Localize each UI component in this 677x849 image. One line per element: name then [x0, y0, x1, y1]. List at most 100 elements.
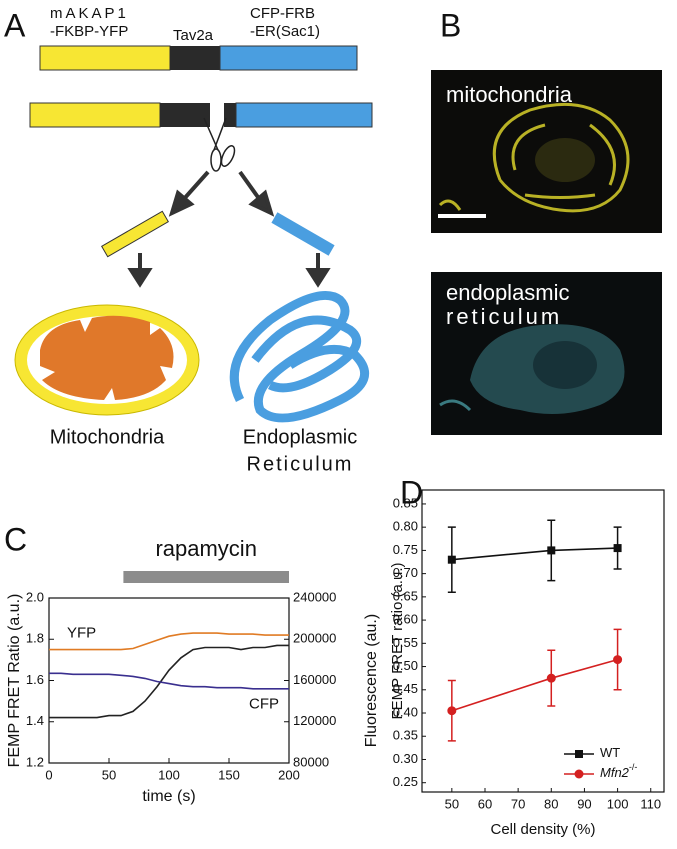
construct-label: -ER(Sac1) — [250, 23, 320, 40]
y-tick-label: 1.8 — [26, 631, 44, 646]
x-tick-label: 50 — [102, 767, 116, 782]
y-tick-label: 0.50 — [393, 658, 418, 673]
x-tick-label: 100 — [158, 767, 180, 782]
y-tick-label: 0.85 — [393, 495, 418, 510]
construct-label: mAKAP1 — [50, 5, 129, 22]
x-tick-label: 100 — [607, 796, 629, 811]
construct-label: Tav2a — [173, 27, 214, 44]
y-tick-label: 0.60 — [393, 612, 418, 627]
legend-marker — [575, 750, 583, 758]
y-tick-label: 0.75 — [393, 542, 418, 557]
yfp-block — [39, 45, 171, 71]
legend-label: WT — [600, 745, 620, 760]
image-label: reticulum — [446, 304, 562, 329]
mito-signal — [438, 102, 630, 213]
y2-tick-label: 240000 — [293, 589, 336, 604]
x-axis-label: Cell density (%) — [490, 821, 595, 838]
annotation: rapamycin — [155, 536, 256, 561]
target-label: Endoplasmic — [243, 426, 358, 448]
nucleus — [533, 341, 597, 389]
mitochondrion-matrix — [40, 315, 174, 400]
data-line — [451, 547, 618, 561]
cfp-block — [235, 102, 373, 128]
y-tick-label: 0.80 — [393, 519, 418, 534]
tav2a-block — [170, 46, 220, 70]
y-tick-label: 0.30 — [393, 751, 418, 766]
point — [547, 546, 556, 555]
panel-b: B mitochondria endoplasmic reticulum — [431, 7, 662, 435]
data-line — [49, 672, 289, 690]
y-tick-label: 0.40 — [393, 704, 418, 719]
panel-label: C — [4, 521, 27, 557]
legend-label: Mfn2-/- — [600, 762, 637, 780]
y-tick-label: 1.6 — [26, 672, 44, 687]
y-tick-label: 0.45 — [393, 681, 418, 696]
legend-name: Mfn2 — [600, 765, 630, 780]
point — [613, 655, 623, 665]
y2-tick-label: 120000 — [293, 713, 336, 728]
y-tick-label: 0.65 — [393, 588, 418, 603]
y-tick-label: 1.4 — [26, 713, 44, 728]
data-line — [451, 658, 618, 712]
legend-item: WT — [564, 745, 620, 760]
x-tick-label: 70 — [511, 796, 525, 811]
panel-label: A — [4, 7, 26, 43]
target-label: Mitochondria — [50, 426, 165, 448]
er-shape — [229, 291, 369, 423]
x-tick-label: 200 — [278, 767, 300, 782]
y-tick-label: 0.35 — [393, 728, 418, 743]
y2-axis-label: Fluorescence (au.) — [363, 614, 380, 747]
panel-label: B — [440, 7, 461, 43]
x-tick-label: 60 — [478, 796, 492, 811]
legend-superscript: -/- — [629, 762, 638, 772]
construct-label: -FKBP-YFP — [50, 23, 128, 40]
data-line — [49, 644, 289, 719]
point — [613, 544, 622, 553]
scissors — [203, 117, 236, 172]
target-label: Reticulum — [247, 453, 354, 475]
y-tick-label: 2.0 — [26, 589, 44, 604]
series-label: CFP — [249, 696, 279, 713]
yfp-fragment — [101, 210, 169, 258]
point — [447, 555, 456, 564]
y2-tick-label: 200000 — [293, 631, 336, 646]
tav2a-block — [224, 103, 236, 127]
cfp-block — [219, 45, 358, 71]
x-axis-label: time (s) — [142, 788, 195, 805]
x-tick-label: 90 — [577, 796, 591, 811]
legend-marker — [574, 769, 584, 779]
legend-name: WT — [600, 745, 620, 760]
panel-a: A mAKAP1 -FKBP-YFP Tav2a CFP-FRB -ER(Sac… — [4, 5, 373, 475]
series-label: YFP — [67, 625, 96, 642]
point — [447, 706, 457, 716]
yfp-block — [29, 102, 161, 128]
y-tick-label: 0.70 — [393, 565, 418, 580]
x-tick-label: 110 — [640, 796, 661, 811]
legend-item: Mfn2-/- — [564, 762, 637, 780]
x-tick-label: 0 — [45, 767, 52, 782]
x-tick-label: 50 — [445, 796, 459, 811]
y-axis-label: FEMP FRET ratio (a.u.) — [389, 563, 406, 720]
nucleus — [535, 138, 595, 182]
construct-label: CFP-FRB — [250, 5, 315, 22]
tav2a-block — [160, 103, 210, 127]
plot-frame — [48, 597, 290, 764]
image-label: endoplasmic — [446, 280, 570, 305]
x-tick-label: 150 — [218, 767, 240, 782]
panel-label: D — [400, 474, 423, 510]
treatment-bar — [123, 571, 290, 583]
data-line — [49, 632, 289, 651]
er-signal — [439, 399, 472, 412]
plot-frame — [421, 489, 665, 793]
arrows — [127, 170, 331, 288]
point — [546, 673, 556, 683]
y-tick-label: 1.2 — [26, 754, 44, 769]
cfp-fragment — [271, 212, 335, 256]
y-tick-label: 0.25 — [393, 774, 418, 789]
image-label: mitochondria — [446, 82, 573, 107]
y-tick-label: 0.55 — [393, 635, 418, 650]
x-tick-label: 80 — [544, 796, 558, 811]
y2-tick-label: 80000 — [293, 754, 329, 769]
y-axis-label: FEMP FRET Ratio (a.u.) — [6, 594, 23, 768]
